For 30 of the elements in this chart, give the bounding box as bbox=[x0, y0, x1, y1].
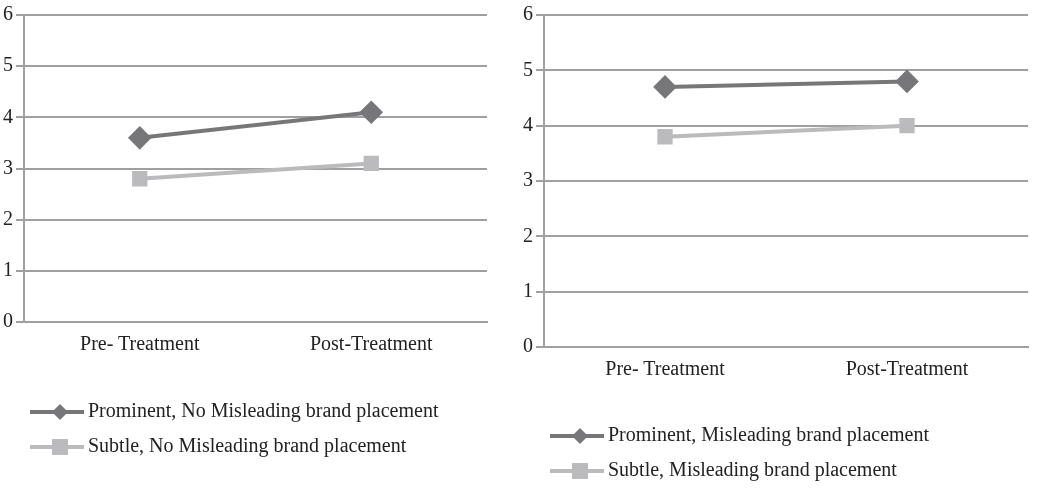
y-tick-label: 4 bbox=[3, 104, 13, 127]
legend-label: Prominent, No Misleading brand placement bbox=[88, 398, 439, 422]
y-tick-label: 2 bbox=[3, 206, 13, 229]
y-tick-label: 1 bbox=[3, 258, 13, 281]
x-tick-label: Pre- Treatment bbox=[605, 357, 726, 380]
y-tick-label: 0 bbox=[3, 309, 13, 332]
legend-label: Subtle, Misleading brand placement bbox=[608, 457, 897, 481]
y-tick-label: 3 bbox=[523, 168, 533, 191]
y-tick-label: 5 bbox=[523, 57, 533, 80]
point bbox=[654, 75, 676, 98]
x-tick-label: Post-Treatment bbox=[845, 357, 969, 380]
point bbox=[360, 101, 383, 124]
point bbox=[363, 155, 379, 172]
point bbox=[128, 126, 151, 149]
legend-label: Subtle, No Misleading brand placement bbox=[88, 433, 407, 457]
point bbox=[657, 129, 673, 145]
point bbox=[896, 70, 918, 93]
y-tick-label: 2 bbox=[523, 223, 533, 246]
y-tick-label: 0 bbox=[523, 334, 533, 357]
y-tick-label: 6 bbox=[3, 2, 13, 25]
y-tick-label: 5 bbox=[3, 53, 13, 76]
point bbox=[899, 118, 915, 134]
x-tick-label: Pre- Treatment bbox=[80, 332, 200, 355]
point bbox=[132, 171, 148, 187]
y-tick-label: 4 bbox=[523, 112, 533, 135]
y-tick-label: 6 bbox=[523, 2, 533, 25]
y-tick-label: 3 bbox=[3, 155, 13, 178]
y-tick-label: 1 bbox=[523, 278, 533, 301]
x-tick-label: Post-Treatment bbox=[309, 332, 433, 355]
legend-label: Prominent, Misleading brand placement bbox=[608, 422, 930, 446]
